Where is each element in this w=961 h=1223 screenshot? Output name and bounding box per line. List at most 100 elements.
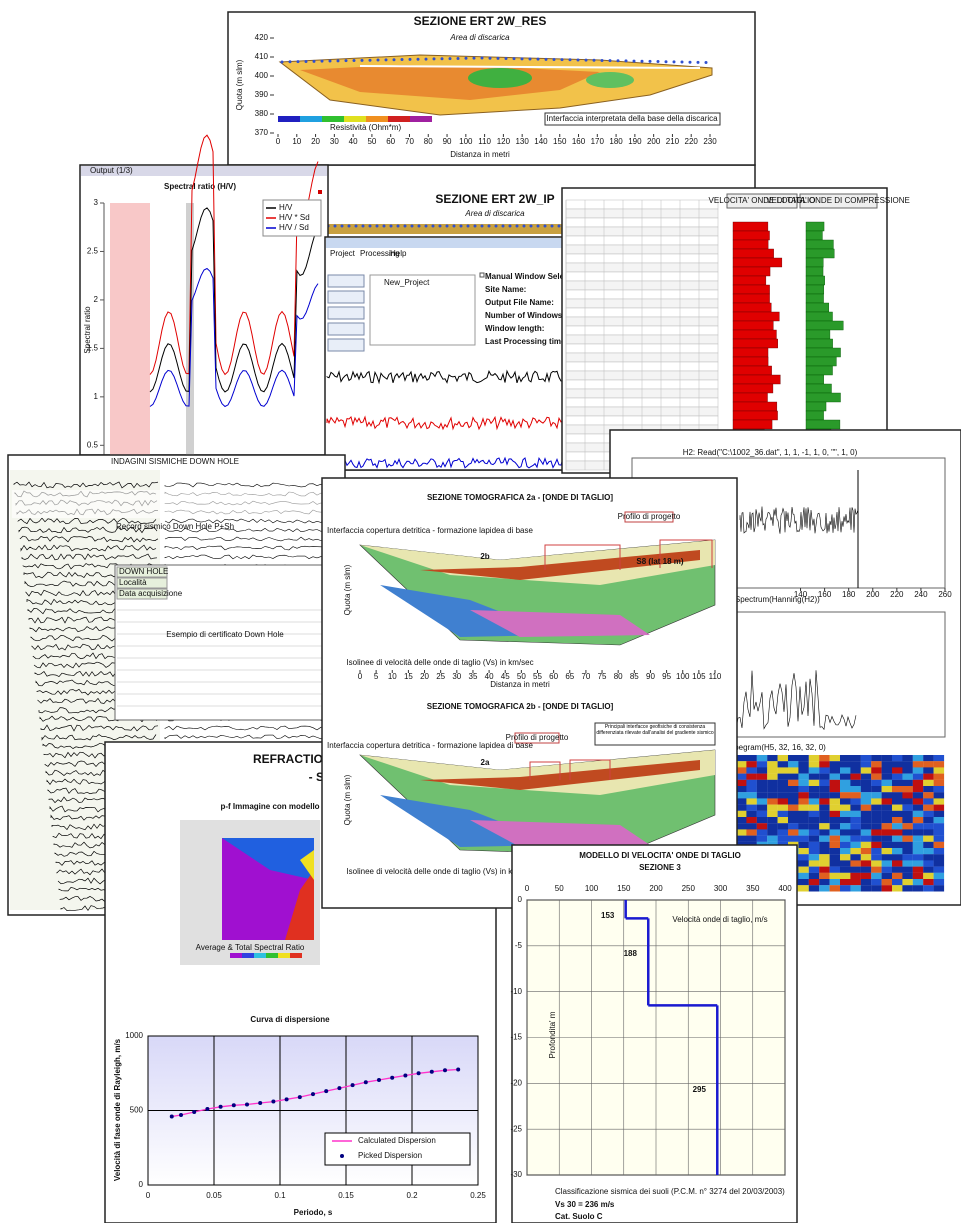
spectrogram-cell bbox=[912, 817, 924, 824]
electrode bbox=[382, 224, 386, 228]
electrode bbox=[560, 58, 564, 62]
caption: Isolinee di velocità delle onde di tagli… bbox=[346, 867, 533, 876]
x-tick-label: 230 bbox=[703, 137, 717, 146]
electrode bbox=[333, 224, 337, 228]
spectrogram-cell bbox=[871, 866, 882, 873]
spectrogram-cell bbox=[881, 798, 893, 805]
spectrogram-cell bbox=[840, 885, 851, 892]
spectrogram-cell bbox=[923, 798, 934, 805]
electrode bbox=[680, 60, 684, 64]
spectrogram-cell bbox=[850, 810, 861, 818]
interface-line bbox=[359, 65, 701, 69]
spectrogram-cell bbox=[819, 755, 830, 762]
button bbox=[327, 338, 365, 352]
spectrogram-cell bbox=[756, 835, 768, 842]
electrode bbox=[528, 57, 532, 61]
spectrogram-cell bbox=[840, 767, 851, 774]
electrode bbox=[431, 224, 435, 228]
spectrogram-cell bbox=[933, 755, 945, 762]
spectrogram-cell bbox=[777, 767, 789, 774]
electrode bbox=[473, 224, 477, 228]
spectrogram-cell bbox=[850, 879, 861, 886]
picked-point bbox=[231, 1103, 236, 1108]
colorbar-swatch bbox=[366, 116, 388, 122]
spectrogram-cell bbox=[819, 817, 830, 824]
spectrogram-cell bbox=[850, 767, 861, 774]
spectrogram-cell bbox=[819, 823, 830, 830]
spectrogram-cell bbox=[850, 848, 861, 855]
spectrogram-cell bbox=[840, 872, 851, 880]
y-tick-label: 0 bbox=[518, 895, 523, 904]
spectrogram-cell bbox=[892, 761, 903, 768]
spectrogram-cell bbox=[933, 866, 945, 873]
spectrogram-cell bbox=[808, 755, 820, 762]
spectrogram-cell bbox=[756, 761, 768, 768]
electrode bbox=[368, 224, 372, 228]
x-tick-label: 0 bbox=[276, 137, 281, 146]
spectrogram-cell bbox=[850, 854, 861, 861]
x-tick-label: 0 bbox=[525, 884, 530, 893]
x-tick-label: 0 bbox=[146, 1191, 151, 1200]
spectrogram-cell bbox=[902, 835, 913, 842]
project-outline bbox=[529, 759, 611, 780]
spectrogram-cell bbox=[933, 860, 945, 867]
y-tick-label: 380 bbox=[255, 109, 269, 118]
spectrogram-cell bbox=[819, 860, 830, 867]
callout: Profilo di progetto bbox=[618, 512, 681, 521]
callout-box bbox=[594, 722, 716, 746]
panel-title: SEZIONE TOMOGRAFICA 2a - [ONDE DI TAGLIO… bbox=[427, 493, 613, 502]
profile-bar bbox=[805, 356, 837, 367]
panel-title: INDAGINI SISMICHE DOWN HOLE bbox=[111, 457, 239, 466]
spectrogram-cell bbox=[777, 829, 789, 836]
spectrogram-cell bbox=[881, 835, 893, 842]
trace bbox=[164, 536, 338, 542]
panel-label: H2: Read("C:\1002_36.dat", 1, 1, -1, 1, … bbox=[683, 448, 858, 457]
spectrogram-cell bbox=[829, 885, 841, 892]
spectrogram-cell bbox=[798, 773, 809, 780]
picked-point bbox=[363, 1080, 368, 1085]
trace bbox=[164, 554, 338, 560]
x-tick-label: 240 bbox=[914, 590, 928, 599]
picked-point bbox=[456, 1067, 461, 1072]
spectrogram-cell bbox=[756, 804, 768, 811]
x-tick-label: 55 bbox=[533, 672, 542, 681]
profile-bar bbox=[805, 311, 833, 322]
trace bbox=[17, 517, 157, 525]
x-tick-label: 140 bbox=[534, 137, 548, 146]
spectrogram-cell bbox=[777, 823, 789, 830]
spectrogram-cell bbox=[912, 786, 924, 793]
spectrogram-cell bbox=[892, 872, 903, 880]
x-axis-label: Periodo, s bbox=[294, 1208, 333, 1217]
electrode bbox=[445, 224, 449, 228]
spectrogram-cell bbox=[860, 854, 872, 861]
spectrogram-cell bbox=[871, 792, 882, 799]
spectrogram-cell bbox=[892, 854, 903, 861]
x-tick-label: 25 bbox=[436, 672, 445, 681]
spectrogram-cell bbox=[912, 804, 924, 811]
spectrogram-cell bbox=[912, 841, 924, 849]
y-tick-label: 1000 bbox=[125, 1031, 143, 1040]
spectrogram-cell bbox=[860, 779, 872, 787]
electrode bbox=[648, 59, 652, 63]
x-tick-label: 200 bbox=[649, 884, 663, 893]
spectrogram-cell bbox=[840, 755, 851, 762]
spectrogram-cell bbox=[912, 761, 924, 768]
menu-item: Processing bbox=[360, 249, 400, 258]
title-bar bbox=[81, 166, 327, 176]
spectrogram-cell bbox=[892, 885, 903, 892]
spectrogram-cell bbox=[767, 779, 778, 787]
overlay-label: Record sismico Down Hole P+Sh bbox=[116, 522, 234, 531]
spectrogram-cell bbox=[923, 885, 934, 892]
electrode bbox=[280, 60, 284, 64]
spectrogram-cell bbox=[840, 829, 851, 836]
picked-point bbox=[443, 1068, 447, 1073]
electrode bbox=[438, 224, 442, 228]
trace bbox=[21, 553, 158, 561]
electrode bbox=[536, 57, 540, 61]
trace bbox=[40, 724, 159, 732]
x-tick-label: 350 bbox=[746, 884, 760, 893]
spectrogram-cell bbox=[788, 823, 799, 830]
spectrogram-cell bbox=[923, 810, 934, 818]
spectrogram-cell bbox=[871, 810, 882, 818]
spectrogram-cell bbox=[850, 866, 861, 873]
